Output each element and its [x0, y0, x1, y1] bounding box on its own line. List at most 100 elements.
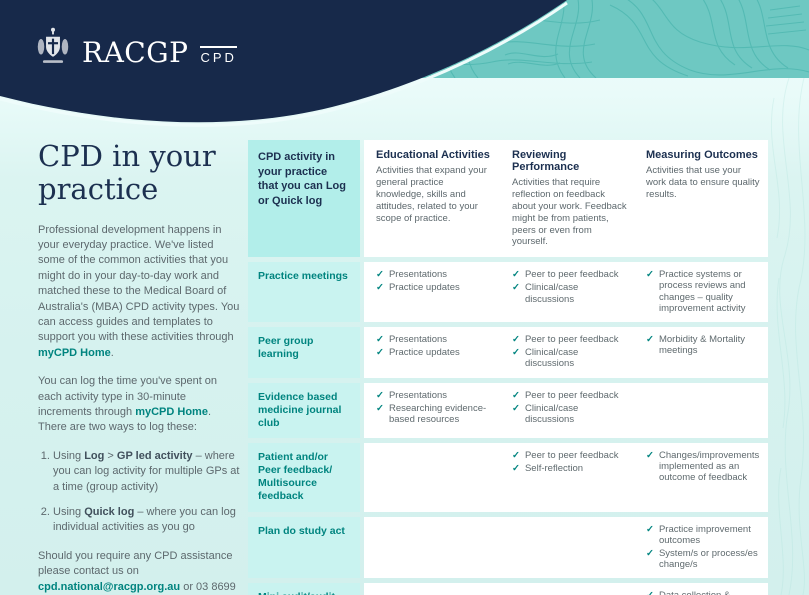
measuring-cell: ✓ Changes/improvements implemented as an …: [634, 449, 768, 506]
check-icon: ✓: [512, 450, 520, 462]
check-icon: ✓: [376, 334, 384, 346]
check-icon: ✓: [646, 450, 654, 462]
text-segment: . There are two ways to log these:: [38, 405, 212, 434]
checklist-item-label: Peer to peer feedback: [524, 450, 619, 462]
activity-cell: Patient and/or Peer feedback/ Multisourc…: [248, 443, 360, 512]
row-cells: ✓ Practice improvement outcomes ✓ System/s …: [364, 516, 768, 579]
reviewing-cell: ✓ Peer to peer feedback ✓ Clinical/case dis…: [500, 333, 634, 372]
checklist-item: ✓ System/s or process/es change/s: [646, 548, 764, 570]
checklist-item-label: Peer to peer feedback: [524, 269, 619, 281]
checklist-item: ✓ Practice updates: [376, 347, 496, 358]
column-title: Educational Activities: [376, 149, 490, 161]
table-row: Patient and/or Peer feedback/ Multisourc…: [248, 443, 768, 512]
checklist-item: ✓ Practice systems or process reviews and…: [646, 269, 764, 314]
text-segment: GP led activity: [116, 449, 193, 462]
table-row: Mini audit/audit ✓ Data collection & analy…: [248, 583, 768, 595]
checklist-item-label: System/s or process/es change/s: [658, 547, 758, 571]
table-row: Plan do study act ✓ Practice improvement o…: [248, 516, 768, 579]
text-segment: Quick log: [84, 505, 135, 518]
checklist-item: ✓ Peer to peer feedback: [512, 390, 630, 401]
checklist-item-label: Morbidity & Mortality meetings: [658, 334, 746, 357]
checklist-item-label: Peer to peer feedback: [524, 334, 619, 346]
text-segment: Should you require any CPD assistance pl…: [38, 549, 233, 578]
checklist-item-label: Clinical/case discussions: [524, 402, 579, 426]
inline-link[interactable]: cpd.national@racgp.org.au: [38, 580, 181, 593]
checklist-item: ✓ Peer to peer feedback: [512, 269, 630, 280]
list-item: Using Log > GP led activity – where you …: [53, 449, 240, 495]
check-icon: ✓: [512, 463, 520, 475]
reviewing-cell: [500, 589, 634, 595]
check-icon: ✓: [512, 269, 520, 281]
checklist-item: ✓ Self-reflection: [512, 463, 630, 474]
check-icon: ✓: [646, 590, 654, 595]
text-segment: Log: [84, 449, 105, 462]
checklist-item: ✓ Peer to peer feedback: [512, 334, 630, 345]
checklist-item: ✓ Practice improvement outcomes: [646, 524, 764, 546]
text-segment: .: [110, 346, 114, 359]
check-icon: ✓: [376, 347, 384, 359]
checklist-item: ✓ Clinical/case discussions: [512, 347, 630, 369]
navy-header-shape: [0, 0, 568, 127]
row-cells: ✓ Presentations ✓ Practice updates ✓ Peer to …: [364, 327, 768, 378]
reviewing-cell: [500, 523, 634, 573]
check-icon: ✓: [512, 282, 520, 294]
column-description: Activities that use your work data to en…: [646, 165, 760, 200]
checklist-item: ✓ Clinical/case discussions: [512, 282, 630, 304]
table-row: Practice meetings ✓ Presentations ✓ Practice…: [248, 262, 768, 323]
checklist-item: ✓ Peer to peer feedback: [512, 450, 630, 461]
checklist-item: ✓ Practice updates: [376, 282, 496, 293]
reviewing-cell: ✓ Peer to peer feedback ✓ Clinical/case dis…: [500, 268, 634, 316]
inline-link[interactable]: myCPD Home: [38, 346, 111, 359]
table-row: Peer group learning ✓ Presentations ✓ Practi…: [248, 327, 768, 378]
text-segment: – where you can log activity for multipl…: [53, 449, 240, 493]
check-icon: ✓: [376, 402, 384, 414]
intro-paragraph: Professional development happens in your…: [38, 223, 240, 362]
checklist-item: ✓ Presentations: [376, 269, 496, 280]
row-cells: ✓ Peer to peer feedback ✓ Self-reflection ✓ C…: [364, 443, 768, 512]
educational-cell: ✓ Presentations ✓ Practice updates: [364, 333, 500, 372]
checklist-item-label: Researching evidence-based resources: [388, 402, 487, 426]
checklist-item: ✓ Presentations: [376, 390, 496, 401]
check-icon: ✓: [512, 389, 520, 401]
checklist-item-label: Presentations: [388, 269, 448, 281]
header-educational: Educational Activities Activities that e…: [364, 149, 500, 248]
sidebar: CPD in your practice Professional develo…: [38, 139, 240, 595]
column-title: Reviewing Performance: [512, 149, 580, 173]
row-cells: ✓Data collection & analysis✓Implementati…: [364, 583, 768, 595]
educational-cell: ✓ Presentations ✓ Practice updates: [364, 268, 500, 316]
checklist-item-label: Practice updates: [388, 347, 460, 359]
checklist-item-label: Data collection & analysis: [659, 590, 764, 595]
brand-racgp: RACGP: [82, 36, 189, 69]
text-segment: You can log the time you've spent on eac…: [38, 375, 218, 418]
checklist-item-label: Practice updates: [388, 282, 460, 294]
header-measuring: Measuring Outcomes Activities that use y…: [634, 149, 768, 248]
checklist-item-label: Clinical/case discussions: [524, 347, 579, 370]
measuring-cell: ✓ Morbidity & Mortality meetings: [634, 333, 768, 372]
table-header: CPD activity in your practice that you c…: [248, 140, 768, 258]
checklist-item-label: Clinical/case discussions: [524, 282, 579, 305]
table-row: Evidence based medicine journal club ✓ Pre…: [248, 382, 768, 439]
column-description: Activities that require reflection on fe…: [512, 177, 627, 248]
activity-cell: Mini audit/audit: [248, 583, 360, 595]
checklist-item: ✓ Data collection & analysis: [646, 590, 764, 595]
checklist-item: ✓ Clinical/case discussions: [512, 403, 630, 425]
checklist-item-label: Peer to peer feedback: [524, 389, 619, 401]
measuring-cell: ✓ Practice improvement outcomes ✓ System/s …: [634, 523, 768, 573]
check-icon: ✓: [376, 389, 384, 401]
column-description: Activities that expand your general prac…: [376, 165, 487, 224]
inline-link[interactable]: myCPD Home: [135, 405, 208, 418]
racgp-crest-icon: [37, 27, 69, 63]
text-segment: Professional development happens in your…: [38, 223, 240, 344]
check-icon: ✓: [376, 269, 384, 281]
check-icon: ✓: [512, 334, 520, 346]
reviewing-cell: ✓ Peer to peer feedback ✓ Clinical/case dis…: [500, 389, 634, 432]
brand-cpd: CPD: [200, 46, 237, 65]
table-header-activity: CPD activity in your practice that you c…: [248, 140, 360, 258]
text-segment: >: [104, 449, 117, 462]
text-segment: Using: [53, 449, 85, 462]
check-icon: ✓: [376, 282, 384, 294]
activity-cell: Evidence based medicine journal club: [248, 382, 360, 439]
row-cells: ✓ Presentations ✓ Practice updates ✓ Peer to …: [364, 262, 768, 323]
row-cells: ✓ Presentations ✓ Researching evidence-base…: [364, 382, 768, 439]
